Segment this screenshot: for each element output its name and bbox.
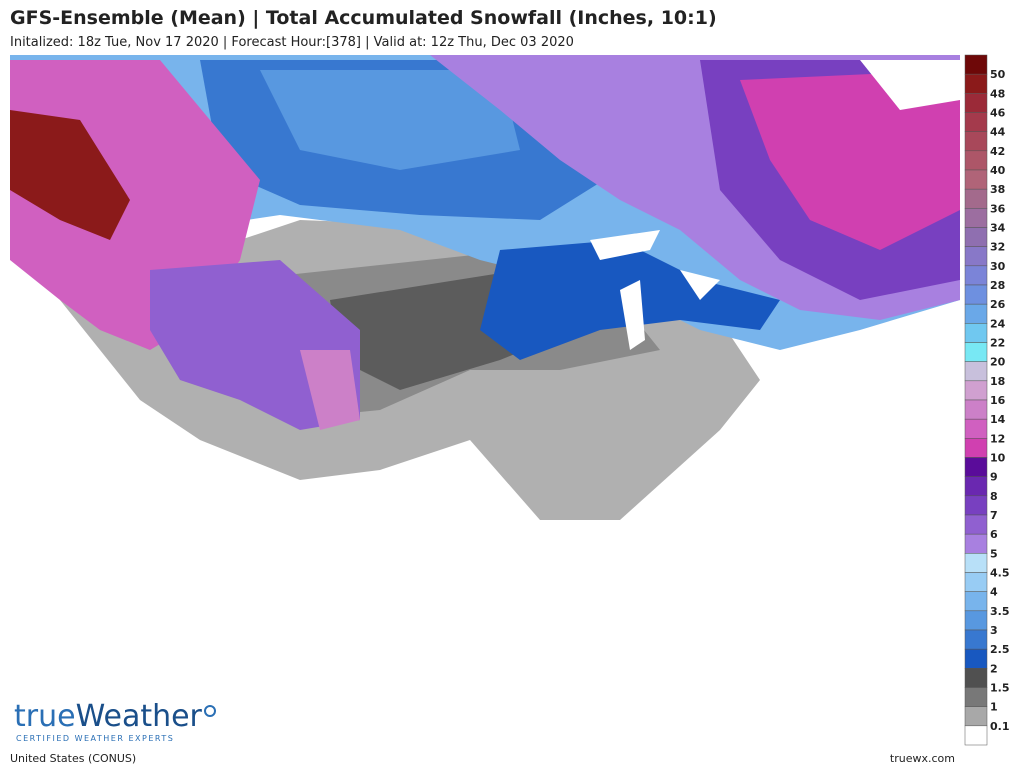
legend-label: 28 xyxy=(990,279,1005,292)
legend-swatch xyxy=(964,610,988,631)
legend-swatch xyxy=(964,323,988,343)
legend-swatch xyxy=(964,457,988,477)
legend-swatch xyxy=(964,380,988,401)
legend-label: 6 xyxy=(990,528,998,541)
legend-label: 40 xyxy=(990,164,1006,177)
legend-swatch xyxy=(964,591,988,612)
colorbar: 5048464442403836343230282624222018161412… xyxy=(964,54,1010,746)
legend-label: 44 xyxy=(990,126,1006,139)
legend-label: 36 xyxy=(990,202,1006,215)
legend-label: 46 xyxy=(990,107,1006,120)
legend-label: 12 xyxy=(990,432,1005,445)
legend-swatch xyxy=(964,648,988,669)
legend-swatch xyxy=(964,246,988,267)
legend-label: 38 xyxy=(990,183,1005,196)
legend-label: 7 xyxy=(990,509,998,522)
legend-label: 1.5 xyxy=(990,682,1010,695)
legend-label: 9 xyxy=(990,471,998,484)
legend-label: 26 xyxy=(990,298,1006,311)
legend-label: 50 xyxy=(990,68,1006,81)
legend-swatch xyxy=(964,54,988,75)
footer-site: truewx.com xyxy=(890,752,955,765)
legend-label: 32 xyxy=(990,241,1005,254)
legend-swatch xyxy=(964,533,988,554)
legend-swatch xyxy=(964,629,988,650)
logo: trueWeather CERTIFIED WEATHER EXPERTS xyxy=(14,699,216,743)
footer-region: United States (CONUS) xyxy=(10,752,136,765)
map xyxy=(10,55,960,745)
legend-label: 2.5 xyxy=(990,643,1010,656)
legend-swatch xyxy=(964,169,988,190)
legend-label: 4.5 xyxy=(990,567,1010,580)
legend-label: 22 xyxy=(990,337,1005,350)
legend-swatch xyxy=(964,93,988,113)
logo-brand-a: true xyxy=(14,699,76,734)
legend-swatch xyxy=(964,725,988,746)
legend-label: 3 xyxy=(990,624,998,637)
legend-swatch xyxy=(964,112,988,132)
legend-label: 18 xyxy=(990,375,1005,388)
legend-swatch xyxy=(964,131,988,152)
legend-swatch xyxy=(964,706,988,727)
logo-tagline: CERTIFIED WEATHER EXPERTS xyxy=(16,734,174,743)
legend-swatch xyxy=(964,438,988,458)
legend-swatch xyxy=(964,265,988,286)
legend-swatch xyxy=(964,227,988,247)
legend-label: 5 xyxy=(990,547,998,560)
legend-label: 4 xyxy=(990,586,998,599)
legend-label: 16 xyxy=(990,394,1006,407)
legend-swatch xyxy=(964,361,988,382)
legend-label: 48 xyxy=(990,87,1005,100)
logo-brand-b: Weather xyxy=(76,699,203,734)
legend-label: 42 xyxy=(990,145,1005,158)
subtitle: Initalized: 18z Tue, Nov 17 2020 | Forec… xyxy=(10,35,574,50)
legend-swatch xyxy=(964,399,988,420)
legend-label: 30 xyxy=(990,260,1006,273)
legend-label: 2 xyxy=(990,662,998,675)
legend-label: 1 xyxy=(990,701,998,714)
legend-swatch xyxy=(964,553,988,573)
legend-swatch xyxy=(964,342,988,362)
legend-label: 14 xyxy=(990,413,1006,426)
legend-label: 8 xyxy=(990,490,998,503)
legend-swatch xyxy=(964,208,988,228)
legend-swatch xyxy=(964,687,988,707)
legend-swatch xyxy=(964,476,988,497)
legend-swatch xyxy=(964,73,988,94)
legend-swatch xyxy=(964,514,988,535)
legend-label: 24 xyxy=(990,317,1006,330)
legend-label: 20 xyxy=(990,356,1006,369)
logo-brand: trueWeather xyxy=(14,699,203,734)
legend-swatch xyxy=(964,495,988,516)
title: GFS-Ensemble (Mean) | Total Accumulated … xyxy=(10,7,717,29)
legend-swatch xyxy=(964,572,988,592)
legend-swatch xyxy=(964,150,988,171)
logo-dot xyxy=(204,705,216,717)
legend-swatch xyxy=(964,303,988,324)
legend-swatch xyxy=(964,668,988,688)
legend-swatch xyxy=(964,188,988,209)
legend-label: 10 xyxy=(990,452,1006,465)
legend-swatch xyxy=(964,284,988,305)
legend-label: 34 xyxy=(990,222,1006,235)
legend-label: 0.1 xyxy=(990,720,1010,733)
legend-label: 3.5 xyxy=(990,605,1010,618)
legend-swatch xyxy=(964,418,988,439)
